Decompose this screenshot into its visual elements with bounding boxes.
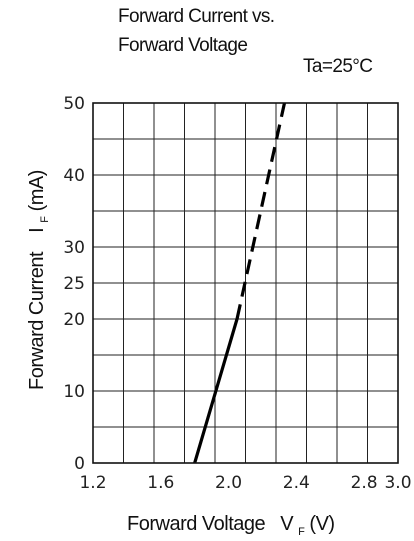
- y-tick-label: 20: [63, 310, 85, 330]
- y-axis-label-main: Forward Current: [26, 251, 48, 390]
- x-tick-label: 2.8: [351, 473, 378, 493]
- x-tick-label: 2.0: [215, 473, 242, 493]
- y-tick-label: 50: [63, 94, 85, 114]
- y-tick-label: 25: [63, 274, 85, 294]
- y-tick-label: 10: [63, 382, 85, 402]
- y-tick-label: 30: [63, 238, 85, 258]
- x-tick-label: 2.4: [283, 473, 310, 493]
- tick-labels: 1.2 1.6 2.0 2.4 2.8 3.0 0 10 20 25 30 40 50: [63, 94, 411, 493]
- plot-frame: [92, 102, 399, 464]
- chart-title-line-1: Forward Current vs.: [118, 6, 275, 27]
- x-tick-label: 1.2: [79, 473, 106, 493]
- condition-label: Ta=25°C: [303, 56, 373, 77]
- x-axis-label-symbol: V: [280, 513, 294, 535]
- x-tick-label: 3.0: [384, 473, 411, 493]
- y-axis-label-symbol: I: [26, 228, 48, 233]
- x-axis-label-unit: (V): [309, 513, 334, 535]
- y-axis-label-unit: (mA): [26, 170, 48, 211]
- y-axis-label-sub: F: [39, 216, 51, 223]
- x-axis-label-main: Forward Voltage: [127, 513, 266, 535]
- y-tick-label: 0: [74, 454, 85, 474]
- x-tick-label: 1.6: [147, 473, 174, 493]
- x-axis-label: Forward Voltage V F (V): [127, 513, 335, 540]
- curve-solid: [193, 318, 239, 464]
- y-tick-label: 40: [63, 166, 85, 186]
- series-group: [193, 102, 287, 464]
- x-axis-label-sub: F: [298, 526, 305, 538]
- chart-title-line-2: Forward Voltage: [118, 35, 248, 56]
- y-axis-label: Forward Current I F (mA): [26, 170, 53, 390]
- curve-dashed: [235, 102, 287, 320]
